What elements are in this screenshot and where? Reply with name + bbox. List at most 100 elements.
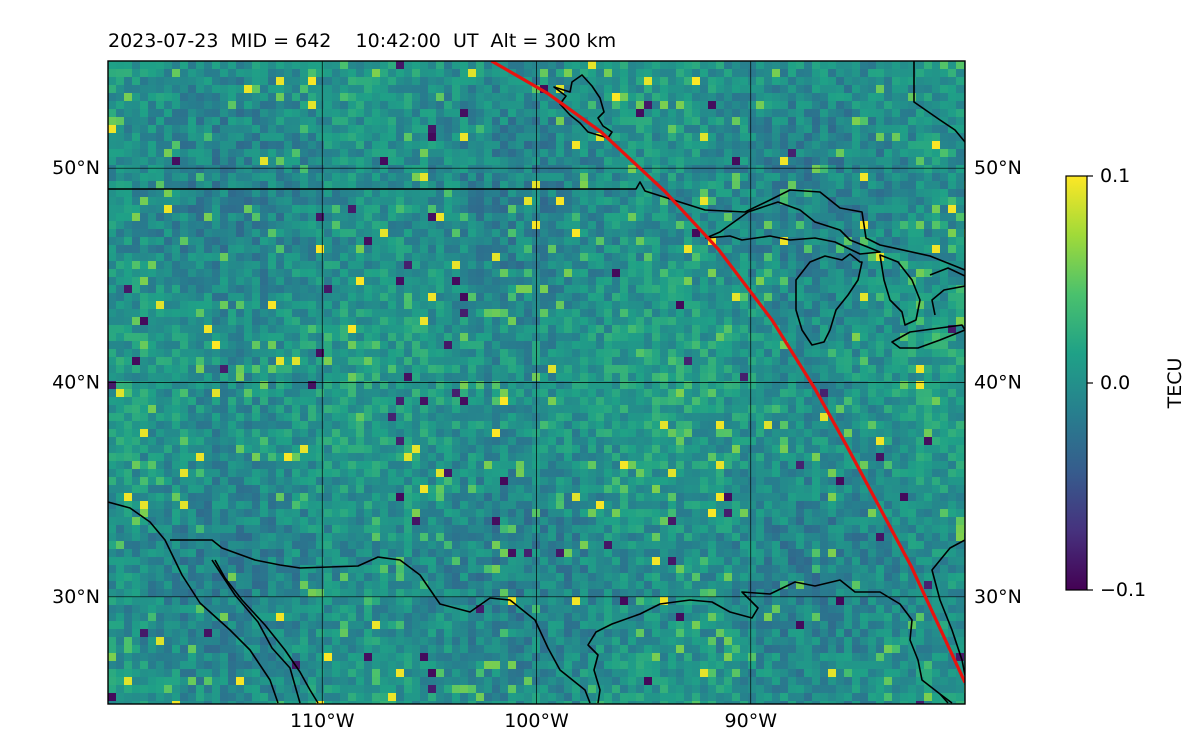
heatmap-cell <box>732 173 741 182</box>
heatmap-cell <box>364 277 373 286</box>
heatmap-cell <box>484 253 493 262</box>
heatmap-cell <box>196 325 205 334</box>
heatmap-cell <box>668 141 677 150</box>
heatmap-cell <box>796 197 805 206</box>
heatmap-cell <box>668 237 677 246</box>
heatmap-cell <box>748 85 757 94</box>
heatmap-cell <box>892 133 901 142</box>
heatmap-cell <box>572 181 581 190</box>
heatmap-cell <box>188 429 197 438</box>
heatmap-cell <box>772 221 781 230</box>
heatmap-cell <box>932 309 941 318</box>
heatmap-cell <box>908 77 917 86</box>
heatmap-cell <box>388 245 397 254</box>
heatmap-cell <box>444 333 453 342</box>
heatmap-cell <box>812 197 821 206</box>
heatmap-cell <box>556 389 565 398</box>
heatmap-cell <box>908 213 917 222</box>
heatmap-cell <box>284 349 293 358</box>
heatmap-cell <box>220 69 229 78</box>
heatmap-cell <box>700 117 709 126</box>
heatmap-cell <box>764 165 773 174</box>
heatmap-cell <box>396 109 405 118</box>
heatmap-cell <box>204 173 213 182</box>
heatmap-cell <box>892 205 901 214</box>
heatmap-cell <box>492 341 501 350</box>
heatmap-cell <box>908 333 917 342</box>
heatmap-cell <box>628 109 637 118</box>
heatmap-cell <box>476 309 485 318</box>
heatmap-cell <box>796 261 805 270</box>
heatmap-cell <box>908 197 917 206</box>
heatmap-cell <box>940 69 949 78</box>
heatmap-cell <box>172 85 181 94</box>
heatmap-cell <box>260 261 269 270</box>
heatmap-cell <box>244 413 253 422</box>
heatmap-cell <box>772 309 781 318</box>
heatmap-cell <box>572 253 581 262</box>
heatmap-cell <box>268 205 277 214</box>
heatmap-cell <box>540 405 549 414</box>
heatmap-cell <box>364 101 373 110</box>
heatmap-cell <box>772 77 781 86</box>
heatmap-cell <box>556 349 565 358</box>
heatmap-cell <box>588 309 597 318</box>
heatmap-cell <box>612 413 621 422</box>
heatmap-cell <box>388 85 397 94</box>
heatmap-cell <box>404 413 413 422</box>
heatmap-cell <box>236 221 245 230</box>
heatmap-cell <box>580 277 589 286</box>
heatmap-cell <box>292 349 301 358</box>
heatmap-cell <box>596 285 605 294</box>
heatmap-cell <box>140 165 149 174</box>
heatmap-cell <box>748 413 757 422</box>
heatmap-cell <box>740 101 749 110</box>
heatmap-cell <box>796 117 805 126</box>
heatmap-cell <box>932 405 941 414</box>
tec-heatmap <box>108 61 965 704</box>
heatmap-cell <box>900 213 909 222</box>
heatmap-cell <box>452 309 461 318</box>
heatmap-cell <box>284 309 293 318</box>
heatmap-cell <box>820 189 829 198</box>
heatmap-cell <box>124 165 133 174</box>
heatmap-cell <box>828 285 837 294</box>
heatmap-cell <box>132 253 141 262</box>
heatmap-cell <box>196 285 205 294</box>
heatmap-cell <box>444 269 453 278</box>
heatmap-cell <box>916 189 925 198</box>
heatmap-cell <box>692 205 701 214</box>
heatmap-cell <box>444 133 453 142</box>
heatmap-cell <box>924 293 933 302</box>
heatmap-cell <box>188 93 197 102</box>
heatmap-cell <box>604 173 613 182</box>
heatmap-cell <box>460 125 469 134</box>
heatmap-cell <box>860 101 869 110</box>
heatmap-cell <box>356 181 365 190</box>
heatmap-cell <box>428 85 437 94</box>
heatmap-cell <box>556 365 565 374</box>
heatmap-cell <box>140 61 149 70</box>
heatmap-cell <box>772 133 781 142</box>
heatmap-cell <box>332 373 341 382</box>
heatmap-cell <box>676 181 685 190</box>
heatmap-cell <box>668 117 677 126</box>
heatmap-cell <box>268 293 277 302</box>
heatmap-cell <box>660 133 669 142</box>
heatmap-cell <box>196 277 205 286</box>
heatmap-cell <box>124 197 133 206</box>
heatmap-cell <box>764 101 773 110</box>
heatmap-cell <box>644 109 653 118</box>
heatmap-cell <box>276 157 285 166</box>
heatmap-cell <box>620 205 629 214</box>
heatmap-cell <box>380 421 389 430</box>
heatmap-cell <box>564 181 573 190</box>
heatmap-cell <box>484 301 493 310</box>
heatmap-cell <box>868 285 877 294</box>
heatmap-cell <box>116 261 125 270</box>
heatmap-cell <box>876 189 885 198</box>
heatmap-cell <box>756 237 765 246</box>
heatmap-cell <box>724 349 733 358</box>
heatmap-cell <box>612 109 621 118</box>
heatmap-cell <box>956 261 965 270</box>
